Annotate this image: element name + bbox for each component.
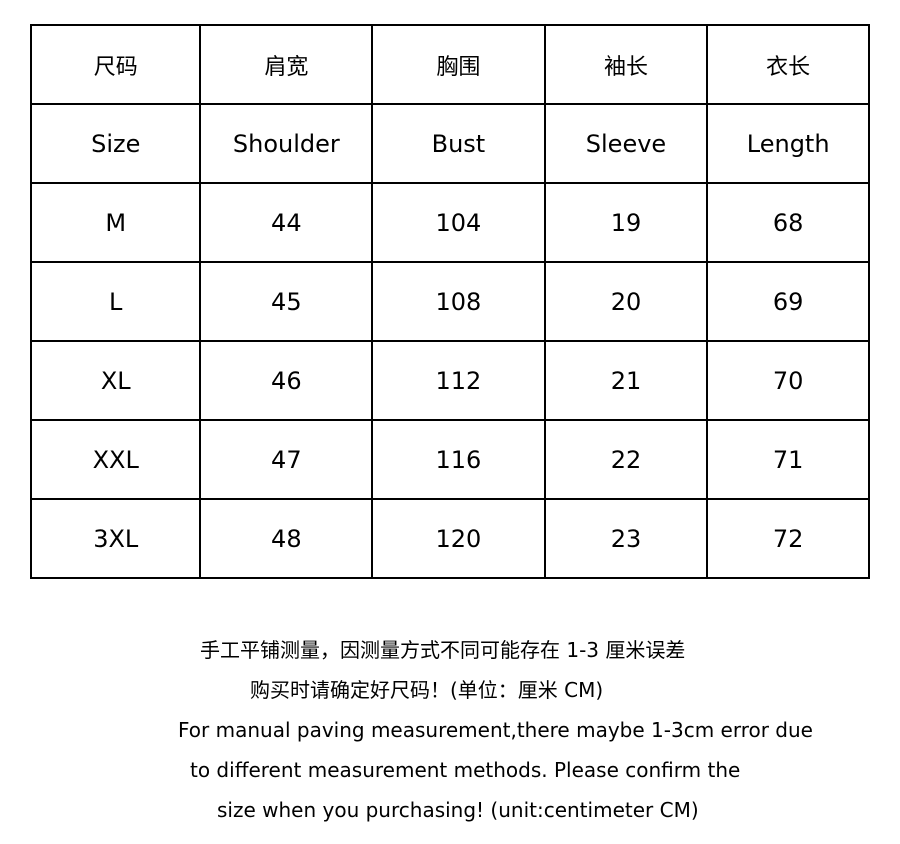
table-cell: 69 xyxy=(706,261,870,342)
table-cell: Bust xyxy=(371,103,546,184)
note-en-line3: size when you purchasing! (unit:centimet… xyxy=(217,798,699,822)
table-cell: 22 xyxy=(543,419,709,500)
table-cell: 44 xyxy=(199,182,374,263)
table-cell: 尺码 xyxy=(29,24,202,105)
table-cell: 肩宽 xyxy=(199,24,374,105)
note-zh-line2: 购买时请确定好尺码！(单位：厘米 CM) xyxy=(250,678,604,702)
table-cell: 19 xyxy=(543,182,709,263)
table-cell: Shoulder xyxy=(199,103,374,184)
table-row: M 44 104 19 68 xyxy=(29,182,870,263)
table-row: XXL 47 116 22 71 xyxy=(29,419,870,500)
table-cell: 47 xyxy=(199,419,374,500)
table-cell: Sleeve xyxy=(543,103,709,184)
table-cell: 112 xyxy=(371,340,546,421)
table-cell: 116 xyxy=(371,419,546,500)
table-cell: 袖长 xyxy=(543,24,709,105)
note-en-line2: to different measurement methods. Please… xyxy=(190,758,741,782)
note-zh-line1: 手工平铺测量，因测量方式不同可能存在 1-3 厘米误差 xyxy=(200,638,686,662)
table-cell: 108 xyxy=(371,261,546,342)
note-en-line1: For manual paving measurement,there mayb… xyxy=(178,718,813,742)
table-row: L 45 108 20 69 xyxy=(29,261,870,342)
table-cell: 20 xyxy=(543,261,709,342)
table-cell: M xyxy=(29,182,202,263)
table-cell: 胸围 xyxy=(371,24,546,105)
table-cell: 3XL xyxy=(29,498,202,579)
table-row: XL 46 112 21 70 xyxy=(29,340,870,421)
table-cell: 46 xyxy=(199,340,374,421)
table-cell: 70 xyxy=(706,340,870,421)
table-cell: 68 xyxy=(706,182,870,263)
table-cell: XXL xyxy=(29,419,202,500)
header-row-en: Size Shoulder Bust Sleeve Length xyxy=(29,103,870,184)
table-cell: 120 xyxy=(371,498,546,579)
table-cell: 21 xyxy=(543,340,709,421)
size-chart-table: 尺码 肩宽 胸围 袖长 衣长 Size Shoulder Bust Sleeve Length M 4… xyxy=(29,24,870,579)
table-cell: 45 xyxy=(199,261,374,342)
table-cell: Size xyxy=(29,103,202,184)
table-cell: 23 xyxy=(543,498,709,579)
header-row-zh: 尺码 肩宽 胸围 袖长 衣长 xyxy=(29,24,870,105)
table-cell: Length xyxy=(706,103,870,184)
table-cell: 72 xyxy=(706,498,870,579)
table-cell: 衣长 xyxy=(706,24,870,105)
table-cell: XL xyxy=(29,340,202,421)
table-cell: 48 xyxy=(199,498,374,579)
table-cell: 71 xyxy=(706,419,870,500)
table-cell: L xyxy=(29,261,202,342)
table-row: 3XL 48 120 23 72 xyxy=(29,498,870,579)
table-cell: 104 xyxy=(371,182,546,263)
